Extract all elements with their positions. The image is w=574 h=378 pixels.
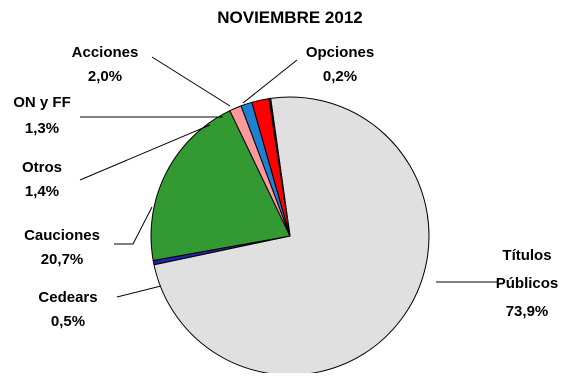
- slice-label-cauciones-line-0: Cauciones: [24, 227, 100, 244]
- slice-label-acciones-line-1: 2,0%: [88, 68, 122, 85]
- slice-label-cedears-line-1: 0,5%: [51, 313, 85, 330]
- chart-title: NOVIEMBRE 2012: [217, 8, 363, 27]
- slice-label-opciones-line-1: 0,2%: [323, 68, 357, 85]
- slice-label-cauciones-line-1: 20,7%: [41, 251, 84, 268]
- slice-label-opciones-line-0: Opciones: [306, 44, 374, 61]
- slice-label-t-tulos-p-blicos-line-1: Públicos: [496, 275, 559, 292]
- slice-label-otros-line-1: 1,4%: [25, 183, 59, 200]
- labels-layer: Títulos Públicos 73,9% Cedears 0,5% Cauciones…: [13, 44, 558, 330]
- slice-label-on-y-ff-line-0: ON y FF: [13, 94, 71, 111]
- slice-label-on-y-ff-line-1: 1,3%: [25, 120, 59, 137]
- slices-layer: [150, 96, 430, 376]
- pie-slice-cauciones: [150, 110, 291, 262]
- slice-label-cedears-line-0: Cedears: [38, 289, 97, 306]
- slice-label-t-tulos-p-blicos-line-2: 73,9%: [506, 303, 549, 320]
- leader-lines-layer: [79, 56, 497, 298]
- slice-label-otros-line-0: Otros: [22, 159, 62, 176]
- leader-line-acciones: [151, 56, 231, 107]
- leader-line-otros: [79, 124, 211, 181]
- leader-line-cauciones: [114, 206, 153, 245]
- pie-slice-opciones: [268, 97, 291, 237]
- leader-line-cedears: [116, 285, 162, 298]
- pie-slice-t-tulos-p-blicos: [153, 96, 430, 376]
- slice-label-acciones-line-0: Acciones: [72, 44, 139, 61]
- leader-line-opciones: [242, 59, 298, 104]
- slice-label-t-tulos-p-blicos-line-0: Títulos: [502, 247, 551, 264]
